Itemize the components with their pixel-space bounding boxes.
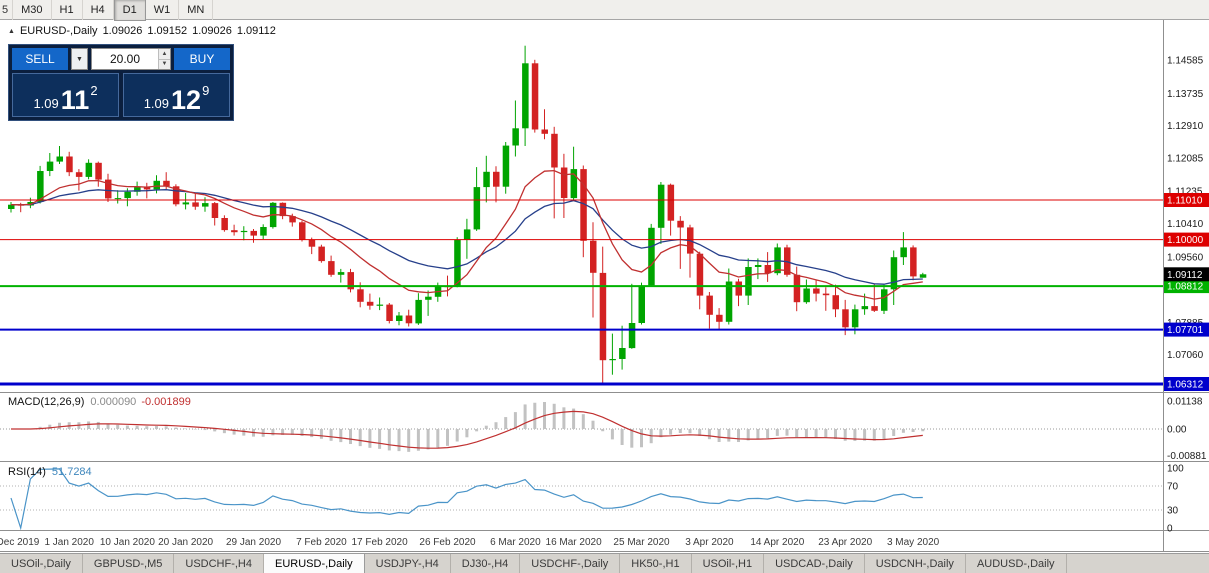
expand-arrow-icon[interactable]: ▲	[8, 27, 15, 35]
rsi-line	[10, 468, 923, 531]
svg-text:30: 30	[1167, 506, 1179, 517]
volume-field: ▲ ▼	[91, 48, 171, 70]
svg-text:1.11235: 1.11235	[1167, 187, 1203, 198]
ohlc-high: 1.09152	[147, 25, 188, 37]
macd-signal-line	[11, 410, 923, 449]
macd-label: MACD(12,26,9) 0.000090 -0.001899	[8, 396, 191, 408]
svg-text:6 Mar 2020: 6 Mar 2020	[490, 537, 541, 548]
volume-down-icon[interactable]: ▼	[159, 59, 170, 69]
ohlc-open: 1.09026	[102, 25, 143, 37]
volume-input[interactable]	[92, 49, 158, 69]
svg-text:1.09112: 1.09112	[1167, 270, 1203, 281]
ma-line-26	[10, 189, 923, 285]
svg-text:1.08812: 1.08812	[1167, 282, 1204, 293]
tf-button-h1[interactable]: H1	[52, 0, 83, 20]
one-click-trading-panel: SELL ▼ ▲ ▼ BUY 1.09 11 2 1.09 12 9	[8, 44, 234, 121]
macd-main-value: 0.000090	[90, 396, 137, 408]
svg-text:23 Dec 2019: 23 Dec 2019	[0, 537, 40, 548]
tab-hk50-h1[interactable]: HK50-,H1	[620, 554, 692, 573]
macd-signal-value: -0.001899	[141, 396, 191, 408]
tab-dj30-h4[interactable]: DJ30-,H4	[451, 554, 521, 573]
tab-eurusd-daily[interactable]: EURUSD-,Daily	[264, 554, 365, 573]
volume-up-icon[interactable]: ▲	[159, 49, 170, 60]
svg-text:3 Apr 2020: 3 Apr 2020	[685, 537, 734, 548]
volume-dropdown-button[interactable]: ▼	[71, 48, 88, 70]
buy-button[interactable]: BUY	[174, 48, 230, 70]
tab-usdcad-daily[interactable]: USDCAD-,Daily	[764, 554, 865, 573]
svg-text:10 Jan 2020: 10 Jan 2020	[100, 537, 155, 548]
svg-text:100: 100	[1167, 464, 1184, 475]
ohlc-low: 1.09026	[192, 25, 232, 37]
svg-text:1.07701: 1.07701	[1167, 325, 1204, 336]
tab-usdjpy-h4[interactable]: USDJPY-,H4	[365, 554, 451, 573]
svg-text:0.01138: 0.01138	[1167, 397, 1203, 408]
tab-usdchf-daily[interactable]: USDCHF-,Daily	[520, 554, 621, 573]
bid-pip-digit: 2	[90, 83, 98, 98]
svg-text:1.10000: 1.10000	[1167, 235, 1204, 246]
chart-tab-bar: USOil-,Daily GBPUSD-,M5 USDCHF-,H4 EURUS…	[0, 553, 1209, 573]
tab-gbpusd-m5[interactable]: GBPUSD-,M5	[83, 554, 175, 573]
chart-symbol-period: EURUSD-,Daily	[19, 25, 98, 37]
tab-usdchf-h4[interactable]: USDCHF-,H4	[174, 554, 264, 573]
svg-text:29 Jan 2020: 29 Jan 2020	[226, 537, 281, 548]
svg-text:1.07060: 1.07060	[1167, 350, 1204, 361]
tab-usdcnh-daily[interactable]: USDCNH-,Daily	[865, 554, 966, 573]
svg-text:1 Jan 2020: 1 Jan 2020	[44, 537, 94, 548]
rsi-value: 51.7284	[51, 466, 92, 478]
svg-text:1.12910: 1.12910	[1167, 121, 1204, 132]
svg-text:14 Apr 2020: 14 Apr 2020	[750, 537, 804, 548]
macd-name: MACD(12,26,9)	[8, 396, 85, 408]
tf-button-w1[interactable]: W1	[146, 0, 180, 20]
tf-button-d1[interactable]: D1	[113, 0, 146, 21]
svg-text:0: 0	[1167, 524, 1173, 535]
tf-button-h4[interactable]: H4	[83, 0, 114, 20]
ask-pip-digit: 9	[202, 83, 210, 98]
tab-audusd-daily[interactable]: AUDUSD-,Daily	[966, 554, 1067, 573]
ma-line-12	[10, 169, 923, 300]
tf-button-m15-partial[interactable]: 5	[0, 0, 14, 20]
svg-text:1.09560: 1.09560	[1167, 252, 1204, 263]
sell-button[interactable]: SELL	[12, 48, 68, 70]
volume-spinner: ▲ ▼	[158, 49, 170, 69]
ask-big-digits: 12	[171, 84, 202, 115]
svg-text:-0.00881: -0.00881	[1167, 451, 1207, 462]
svg-text:1.12085: 1.12085	[1167, 153, 1204, 164]
svg-text:26 Feb 2020: 26 Feb 2020	[419, 537, 476, 548]
svg-text:25 Mar 2020: 25 Mar 2020	[613, 537, 670, 548]
svg-text:20 Jan 2020: 20 Jan 2020	[158, 537, 213, 548]
bid-big-digits: 11	[60, 84, 90, 115]
rsi-label: RSI(14) 51.7284	[8, 466, 92, 478]
ask-price-display[interactable]: 1.09 12 9	[123, 73, 230, 117]
svg-text:16 Mar 2020: 16 Mar 2020	[546, 537, 603, 548]
svg-text:3 May 2020: 3 May 2020	[887, 537, 940, 548]
timeframe-toolbar: 5 M30 H1 H4 D1 W1 MN	[0, 0, 1209, 21]
svg-text:1.10410: 1.10410	[1167, 219, 1204, 230]
rsi-name: RSI(14)	[8, 466, 46, 478]
ask-prefix: 1.09	[143, 95, 170, 111]
svg-text:17 Feb 2020: 17 Feb 2020	[352, 537, 409, 548]
svg-text:1.06312: 1.06312	[1167, 380, 1204, 391]
svg-text:23 Apr 2020: 23 Apr 2020	[818, 537, 872, 548]
tf-button-m30[interactable]: M30	[13, 0, 52, 20]
tab-usoil-h1[interactable]: USOil-,H1	[692, 554, 765, 573]
svg-text:1.13735: 1.13735	[1167, 89, 1204, 100]
candlestick-series	[8, 45, 927, 384]
tab-usoil-daily[interactable]: USOil-,Daily	[0, 554, 83, 573]
bid-prefix: 1.09	[33, 95, 59, 111]
chart-title: ▲ EURUSD-,Daily 1.09026 1.09152 1.09026 …	[8, 25, 276, 37]
svg-text:7 Feb 2020: 7 Feb 2020	[296, 537, 347, 548]
svg-text:1.11010: 1.11010	[1167, 196, 1203, 207]
ohlc-close: 1.09112	[236, 25, 276, 37]
svg-text:0.00: 0.00	[1167, 425, 1187, 436]
tf-button-mn[interactable]: MN	[179, 0, 214, 20]
svg-text:1.14585: 1.14585	[1167, 56, 1204, 67]
svg-text:70: 70	[1167, 482, 1179, 493]
bid-price-display[interactable]: 1.09 11 2	[12, 73, 119, 117]
